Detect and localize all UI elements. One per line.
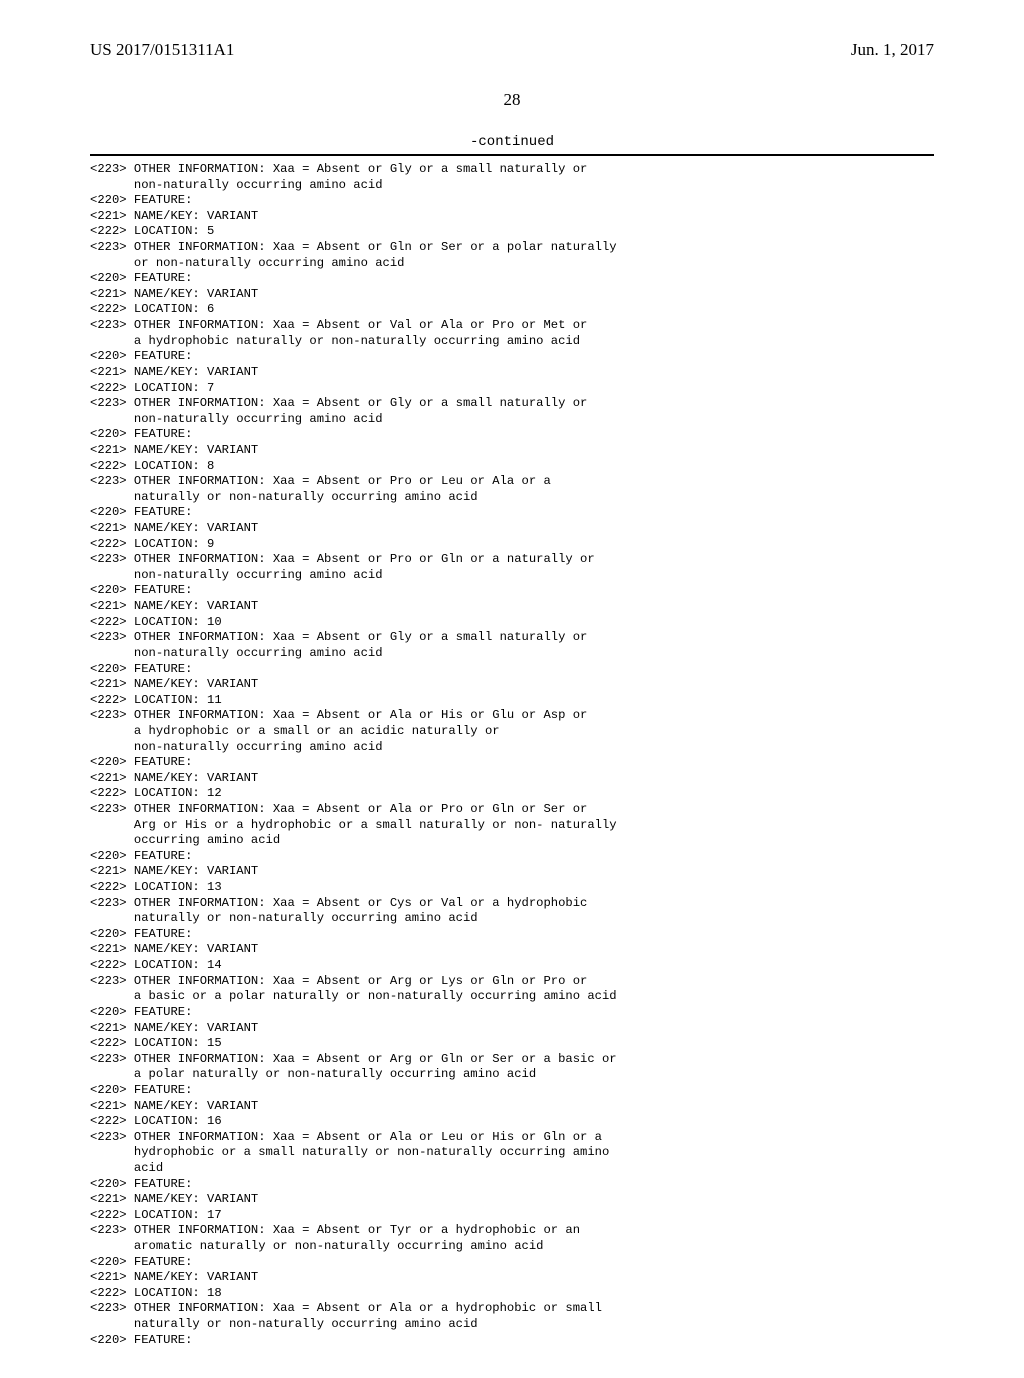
page-number: 28 [90,90,934,110]
publication-date: Jun. 1, 2017 [851,40,934,60]
continued-label: -continued [90,134,934,150]
publication-number: US 2017/0151311A1 [90,40,234,60]
page-root: US 2017/0151311A1 Jun. 1, 2017 28 -conti… [0,0,1024,1378]
page-header: US 2017/0151311A1 Jun. 1, 2017 [90,40,934,60]
sequence-listing: <223> OTHER INFORMATION: Xaa = Absent or… [90,162,934,1348]
horizontal-rule [90,154,934,156]
